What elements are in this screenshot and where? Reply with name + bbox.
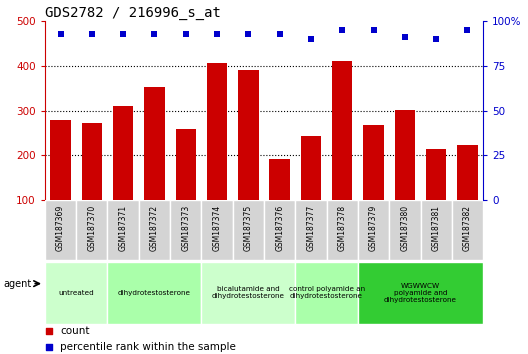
Point: [45, 344, 53, 350]
Point: [182, 31, 190, 36]
Text: GSM187382: GSM187382: [463, 205, 472, 251]
Bar: [233, 200, 264, 260]
Bar: [426, 149, 446, 245]
Text: WGWWCW
polyamide and
dihydrotestosterone: WGWWCW polyamide and dihydrotestosterone: [384, 283, 457, 303]
Bar: [201, 200, 233, 260]
Text: GSM187379: GSM187379: [369, 205, 378, 251]
Bar: [358, 200, 389, 260]
Text: GSM187374: GSM187374: [213, 205, 222, 251]
Text: GDS2782 / 216996_s_at: GDS2782 / 216996_s_at: [45, 6, 221, 20]
Bar: [50, 120, 71, 245]
Bar: [45, 200, 76, 260]
Point: [338, 27, 346, 33]
Text: bicalutamide and
dihydrotestosterone: bicalutamide and dihydrotestosterone: [212, 286, 285, 299]
Text: percentile rank within the sample: percentile rank within the sample: [60, 342, 236, 352]
Point: [276, 31, 284, 36]
Bar: [144, 87, 165, 245]
Bar: [363, 125, 384, 245]
Bar: [108, 200, 139, 260]
Bar: [301, 136, 321, 245]
Point: [370, 27, 378, 33]
Point: [150, 31, 158, 36]
Bar: [358, 262, 483, 324]
Bar: [269, 159, 290, 245]
Text: GSM187369: GSM187369: [56, 205, 65, 251]
Bar: [113, 106, 133, 245]
Text: agent: agent: [4, 279, 32, 289]
Point: [45, 328, 53, 333]
Bar: [395, 110, 415, 245]
Text: untreated: untreated: [58, 290, 94, 296]
Bar: [420, 200, 452, 260]
Point: [244, 31, 252, 36]
Text: GSM187376: GSM187376: [275, 205, 284, 251]
Text: GSM187377: GSM187377: [306, 205, 315, 251]
Bar: [389, 200, 420, 260]
Bar: [332, 61, 352, 245]
Bar: [452, 200, 483, 260]
Text: GSM187370: GSM187370: [87, 205, 96, 251]
Point: [463, 27, 472, 33]
Bar: [176, 130, 196, 245]
Bar: [170, 200, 201, 260]
Text: control polyamide an
dihydrotestosterone: control polyamide an dihydrotestosterone: [288, 286, 365, 299]
Bar: [45, 262, 108, 324]
Text: GSM187381: GSM187381: [432, 205, 441, 251]
Bar: [327, 200, 358, 260]
Point: [88, 31, 96, 36]
Bar: [238, 70, 259, 245]
Point: [432, 36, 440, 42]
Text: GSM187373: GSM187373: [181, 205, 190, 251]
Point: [213, 31, 221, 36]
Text: GSM187378: GSM187378: [338, 205, 347, 251]
Point: [307, 36, 315, 42]
Point: [56, 31, 65, 36]
Text: GSM187372: GSM187372: [150, 205, 159, 251]
Bar: [295, 200, 327, 260]
Bar: [108, 262, 201, 324]
Bar: [295, 262, 358, 324]
Text: GSM187380: GSM187380: [400, 205, 409, 251]
Bar: [201, 262, 295, 324]
Text: GSM187375: GSM187375: [244, 205, 253, 251]
Bar: [264, 200, 295, 260]
Text: count: count: [60, 326, 90, 336]
Text: dihydrotestosterone: dihydrotestosterone: [118, 290, 191, 296]
Bar: [82, 123, 102, 245]
Point: [401, 34, 409, 40]
Text: GSM187371: GSM187371: [119, 205, 128, 251]
Bar: [457, 144, 478, 245]
Bar: [207, 63, 227, 245]
Bar: [139, 200, 170, 260]
Bar: [76, 200, 108, 260]
Point: [119, 31, 127, 36]
